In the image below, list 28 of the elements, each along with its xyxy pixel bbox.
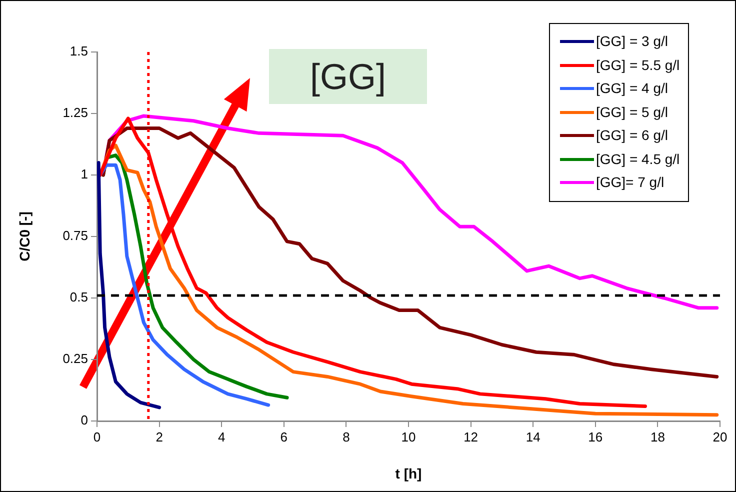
y-tick-label: 0.25 xyxy=(62,351,88,366)
x-tick-label: 6 xyxy=(280,429,288,444)
x-tick-label: 12 xyxy=(464,429,478,444)
x-axis-title: t [h] xyxy=(395,465,422,482)
x-tick-label: 2 xyxy=(156,429,163,444)
legend-label: [GG] = 4 g/l xyxy=(596,79,668,98)
legend-label: [GG] = 3 g/l xyxy=(596,32,668,51)
x-tick-label: 10 xyxy=(401,429,416,444)
x-tick-label: 0 xyxy=(93,429,101,444)
annotation: [GG] xyxy=(269,49,427,104)
legend-label: [GG] = 5.5 g/l xyxy=(596,56,680,75)
legend-label: [GG] = 5 g/l xyxy=(596,102,668,122)
legend-label: [GG]= 7 g/l xyxy=(596,173,664,192)
x-tick-label: 14 xyxy=(526,429,540,444)
y-tick-label: 0.75 xyxy=(62,228,88,244)
y-tick-label: 1 xyxy=(80,166,88,182)
y-tick-label: 0.5 xyxy=(70,290,88,305)
x-tick-label: 16 xyxy=(588,429,603,444)
y-tick-label: 1.25 xyxy=(62,105,88,120)
x-tick-label: 18 xyxy=(650,429,665,444)
y-tick-label: 1.5 xyxy=(70,44,88,59)
x-tick-label: 8 xyxy=(342,429,350,444)
x-tick-label: 20 xyxy=(712,429,728,444)
x-tick-label: 4 xyxy=(218,429,226,444)
y-axis-title: C/C0 [-] xyxy=(16,212,32,262)
y-tick-label: 0 xyxy=(80,412,88,428)
legend-label: [GG] = 4.5 g/l xyxy=(596,150,680,169)
legend-label: [GG] = 6 g/l xyxy=(596,126,668,145)
